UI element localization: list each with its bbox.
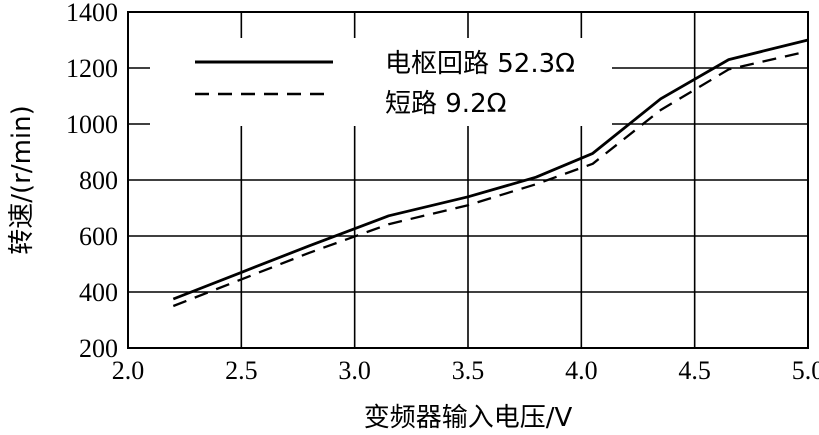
y-tick-label: 800 — [79, 166, 118, 195]
y-tick-label: 400 — [79, 278, 118, 307]
x-tick-label: 2.5 — [225, 356, 258, 385]
y-tick-label: 1000 — [66, 110, 118, 139]
y-tick-label: 600 — [79, 222, 118, 251]
legend-label-series-2: 短路 9.2Ω — [385, 89, 506, 119]
x-tick-label: 4.0 — [565, 356, 598, 385]
series-line-1 — [172, 38, 809, 301]
legend-label-series-1: 电枢回路 52.3Ω — [385, 49, 575, 79]
x-tick-label: 3.5 — [452, 356, 485, 385]
series-layer — [172, 38, 809, 308]
x-axis-label: 变频器输入电压/V — [364, 403, 573, 433]
series-line-2 — [172, 50, 809, 308]
x-tick-label: 2.0 — [112, 356, 145, 385]
y-tick-label: 200 — [79, 334, 118, 363]
x-tick-label: 3.0 — [338, 356, 371, 385]
tick-labels: 2.0 2.5 3.0 3.5 4.0 4.5 5.0 200 400 600 800 1000 120… — [66, 0, 819, 385]
x-tick-label: 4.5 — [678, 356, 711, 385]
x-tick-label: 5.0 — [792, 356, 819, 385]
y-tick-label: 1400 — [66, 0, 118, 27]
plot-frame — [127, 11, 809, 349]
grid — [128, 12, 808, 348]
legend: 电枢回路 52.3Ω 短路 9.2Ω — [195, 49, 575, 119]
legend-background — [150, 38, 612, 126]
y-axis-label: 转速/(r/min) — [7, 105, 37, 255]
y-tick-label: 1200 — [66, 54, 118, 83]
